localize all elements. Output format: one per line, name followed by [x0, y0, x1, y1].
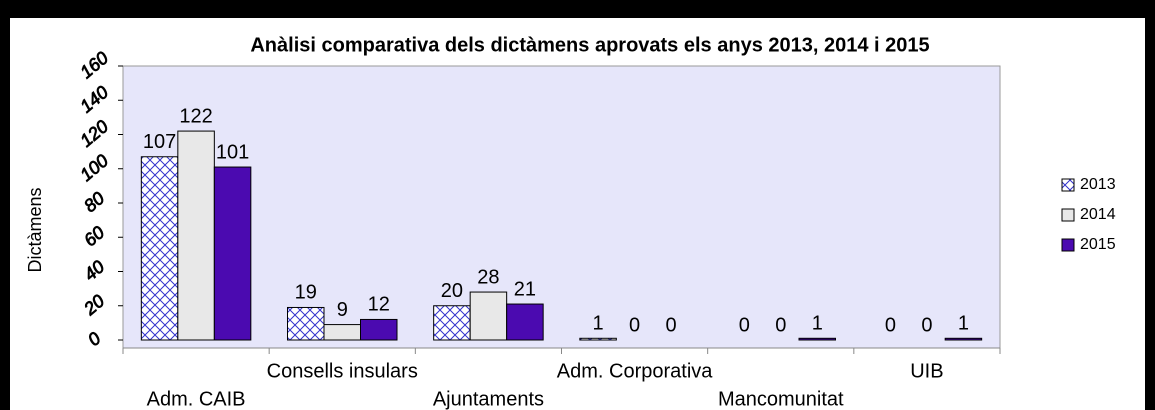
data-label: 0: [629, 314, 640, 336]
legend-label: 2014: [1080, 206, 1116, 223]
bar: [944, 337, 983, 341]
x-tick-label: Ajuntaments: [433, 388, 544, 410]
data-label: 107: [143, 131, 176, 153]
bar: [140, 156, 179, 341]
data-label: 101: [216, 141, 249, 163]
legend-label: 2015: [1080, 236, 1116, 253]
data-label: 20: [441, 280, 463, 302]
x-tick-label: Adm. Corporativa: [557, 360, 713, 382]
bar: [177, 130, 215, 341]
data-label: 9: [337, 299, 348, 321]
bar: [579, 337, 617, 341]
data-label: 21: [514, 278, 536, 300]
legend-label: 2013: [1080, 176, 1116, 193]
bar: [323, 324, 361, 341]
x-tick-label: Consells insulars: [267, 360, 418, 382]
legend-swatch: [1061, 208, 1075, 222]
data-label: 0: [666, 314, 677, 336]
x-tick-label: Adm. CAIB: [147, 388, 246, 410]
data-label: 122: [179, 105, 212, 127]
data-label: 1: [958, 313, 969, 335]
bar: [506, 303, 544, 341]
legend-swatch: [1061, 238, 1075, 252]
x-tick-label: UIB: [910, 360, 943, 382]
data-label: 0: [921, 314, 932, 336]
plot-area: [122, 65, 1001, 349]
bar: [798, 337, 836, 341]
data-label: 12: [368, 294, 390, 316]
legend-swatch: [1061, 178, 1075, 192]
data-label: 28: [477, 266, 499, 288]
data-label: 0: [885, 314, 896, 336]
data-label: 0: [775, 314, 786, 336]
bar: [469, 291, 508, 341]
data-label: 1: [812, 313, 823, 335]
bar: [360, 318, 398, 341]
bar: [287, 306, 325, 341]
data-label: 1: [593, 313, 604, 335]
chart-title: Anàlisi comparativa dels dictàmens aprov…: [250, 34, 929, 56]
data-label: 0: [739, 314, 750, 336]
x-tick-label: Mancomunitat: [718, 388, 844, 410]
bar: [433, 305, 471, 341]
y-axis-title: Dictàmens: [25, 187, 45, 272]
bar: [213, 166, 252, 341]
data-label: 19: [295, 282, 317, 304]
